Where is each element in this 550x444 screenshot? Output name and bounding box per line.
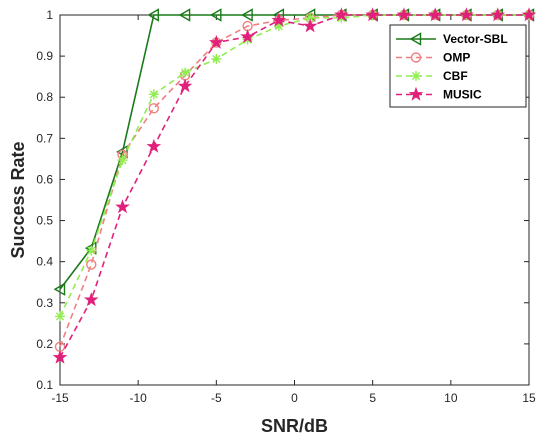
series-layer xyxy=(52,7,537,364)
data-point xyxy=(271,12,287,27)
data-point xyxy=(53,282,66,296)
data-point xyxy=(211,53,222,64)
data-point xyxy=(117,155,128,166)
series-line xyxy=(59,14,529,317)
data-point xyxy=(427,7,443,22)
data-point xyxy=(240,29,255,44)
data-point xyxy=(55,311,65,322)
legend-label: OMP xyxy=(443,51,470,65)
data-point xyxy=(459,7,474,22)
legend-item: OMP xyxy=(396,51,470,65)
y-tick-label: 0.2 xyxy=(36,337,53,351)
series-line xyxy=(59,14,529,358)
x-tick-label: -10 xyxy=(129,391,147,405)
y-tick-label: 0.4 xyxy=(36,255,53,269)
legend-marker xyxy=(408,86,424,101)
x-tick-label: 5 xyxy=(369,391,376,405)
legend-item: CBF xyxy=(396,69,468,83)
y-tick-label: 1 xyxy=(46,8,53,22)
data-point xyxy=(146,138,162,153)
series-line xyxy=(59,14,529,348)
data-point xyxy=(365,7,381,22)
data-point xyxy=(490,7,506,22)
data-point xyxy=(177,78,193,93)
axis-ticks: -15 -10 -5 0 5 10 15 0.1 0.2 0.3 0.4 0.5 0.6 0.7 0.8 0.… xyxy=(36,8,536,405)
y-tick-label: 0.3 xyxy=(36,296,53,310)
data-point xyxy=(86,245,97,256)
y-tick-label: 0.9 xyxy=(36,49,53,63)
x-tick-label: 10 xyxy=(444,391,458,405)
data-point xyxy=(302,18,318,33)
data-point xyxy=(147,8,159,22)
data-point xyxy=(83,292,99,307)
y-axis-label: Success Rate xyxy=(8,141,28,258)
x-tick-label: -5 xyxy=(211,391,222,405)
legend-item: Vector-SBL xyxy=(396,32,508,46)
y-tick-label: 0.8 xyxy=(36,90,53,104)
legend-item: MUSIC xyxy=(396,86,482,102)
data-point xyxy=(396,7,412,22)
data-point xyxy=(241,8,253,22)
data-point xyxy=(52,349,68,364)
data-point xyxy=(115,199,130,214)
y-tick-label: 0.1 xyxy=(36,378,53,392)
y-tick-label: 0.6 xyxy=(36,172,53,186)
x-tick-label: 15 xyxy=(522,391,536,405)
data-point xyxy=(334,7,349,22)
data-point xyxy=(209,8,222,22)
legend-label: Vector-SBL xyxy=(443,32,508,46)
y-tick-label: 0.7 xyxy=(36,131,53,145)
legend-label: MUSIC xyxy=(443,88,482,102)
data-point xyxy=(521,7,537,22)
series-music xyxy=(52,7,537,364)
x-tick-label: 0 xyxy=(291,391,298,405)
legend-marker xyxy=(410,52,422,63)
x-tick-label: -15 xyxy=(51,391,69,405)
y-tick-label: 0.5 xyxy=(36,214,53,228)
x-axis-label: SNR/dB xyxy=(261,416,328,436)
data-point xyxy=(178,8,191,22)
data-point xyxy=(148,103,160,114)
legend-marker xyxy=(411,71,421,81)
data-point xyxy=(208,34,224,49)
data-point xyxy=(86,259,97,270)
data-point xyxy=(148,89,159,100)
legend-marker xyxy=(409,32,422,46)
legend: Vector-SBL OMP CBF MUSIC xyxy=(389,24,527,108)
legend-label: CBF xyxy=(443,69,468,83)
data-point xyxy=(180,67,191,78)
